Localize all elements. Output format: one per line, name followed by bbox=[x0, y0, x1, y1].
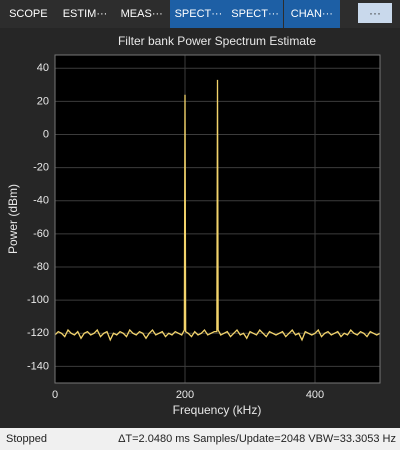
toolbar-tab[interactable]: SPECT··· bbox=[170, 0, 227, 28]
y-tick-label: -80 bbox=[33, 261, 49, 273]
x-tick-label: 400 bbox=[306, 389, 324, 401]
status-info: ΔT=2.0480 ms Samples/Update=2048 VBW=33.… bbox=[118, 433, 396, 445]
spectrum-line bbox=[54, 79, 381, 342]
y-tick-label: -140 bbox=[27, 360, 49, 372]
x-tick-label: 200 bbox=[176, 389, 194, 401]
plot-border bbox=[54, 54, 381, 384]
y-tick-label: -60 bbox=[33, 228, 49, 240]
toolbar-tab[interactable]: SCOPE bbox=[9, 8, 48, 20]
toolbar-tab[interactable]: ESTIM··· bbox=[62, 8, 108, 20]
y-tick-label: -20 bbox=[33, 162, 49, 174]
y-tick-label: 40 bbox=[37, 62, 49, 74]
toolbar-tab[interactable]: CHAN··· bbox=[283, 0, 341, 28]
toolbar-tab[interactable]: SPECT··· bbox=[226, 0, 284, 28]
y-tick-label: -40 bbox=[33, 195, 49, 207]
x-axis-label: Frequency (kHz) bbox=[173, 403, 262, 417]
x-tick-label: 0 bbox=[52, 389, 58, 401]
toolbar-tab[interactable]: MEAS··· bbox=[120, 8, 163, 20]
status-bar: Stopped ΔT=2.0480 ms Samples/Update=2048… bbox=[0, 428, 400, 450]
y-tick-label: -120 bbox=[27, 327, 49, 339]
chart: Filter bank Power Spectrum Estimate Freq… bbox=[6, 34, 381, 417]
y-tick-label: 0 bbox=[43, 128, 49, 140]
y-tick-label: 20 bbox=[37, 95, 49, 107]
more-button[interactable]: ··· bbox=[358, 3, 392, 23]
y-axis-label: Power (dBm) bbox=[6, 184, 20, 254]
toolbar: ··· SCOPE ESTIM··· MEAS··· SPECT··· SPECT···… bbox=[0, 0, 400, 28]
status-state: Stopped bbox=[6, 433, 47, 445]
chart-title: Filter bank Power Spectrum Estimate bbox=[118, 34, 316, 48]
y-tick-label: -100 bbox=[27, 294, 49, 306]
